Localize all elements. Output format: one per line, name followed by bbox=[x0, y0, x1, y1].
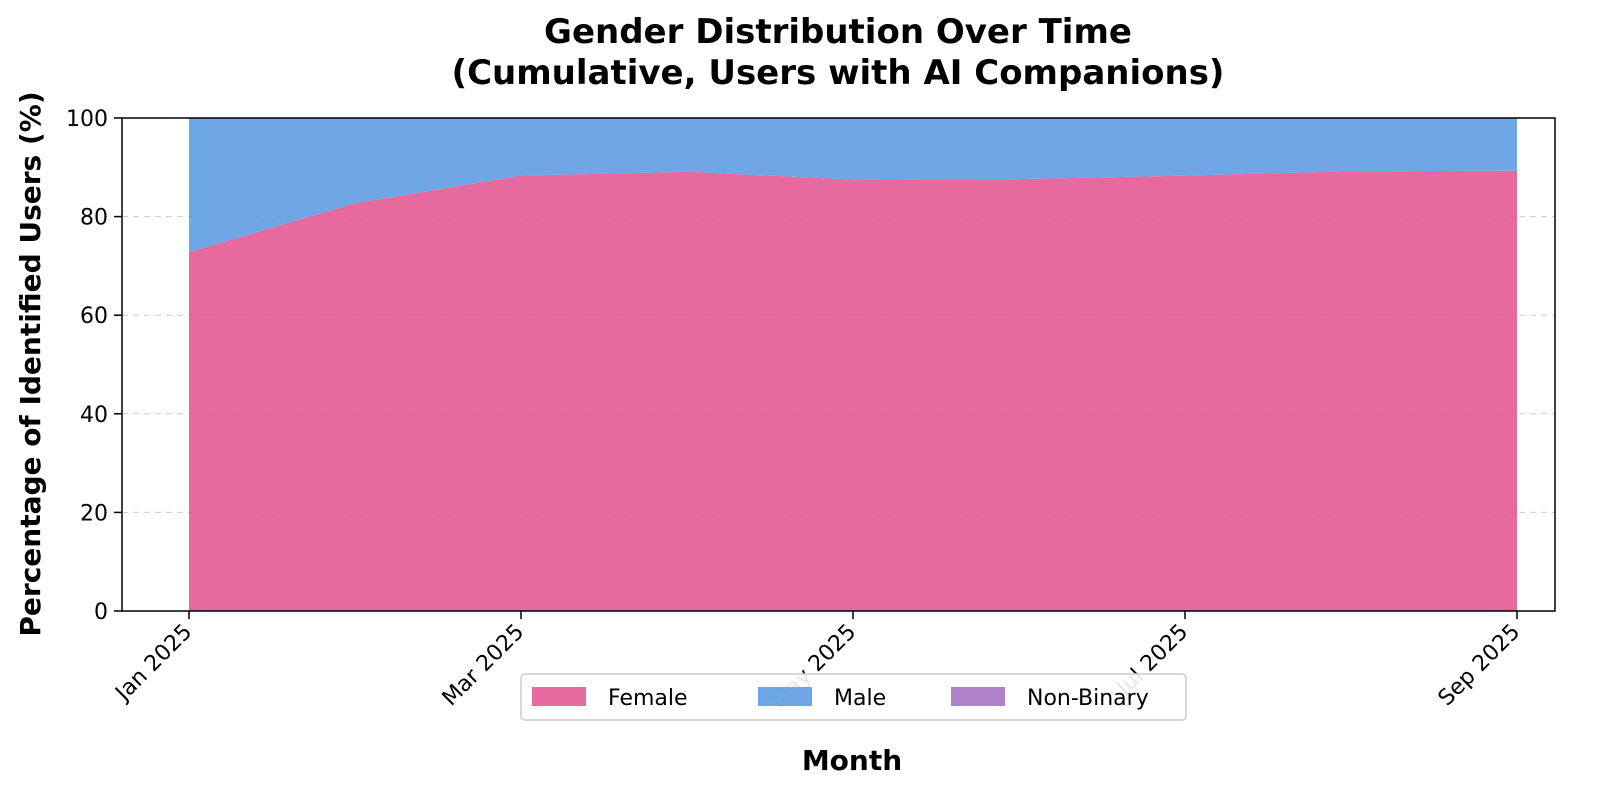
x-axis-label: Month bbox=[802, 744, 902, 777]
x-tick-label: Jan 2025 bbox=[110, 620, 198, 708]
legend-swatch bbox=[532, 687, 586, 706]
area-series bbox=[189, 118, 1517, 611]
y-tick-label: 100 bbox=[66, 107, 108, 132]
area-female bbox=[189, 170, 1517, 611]
legend-label: Male bbox=[834, 686, 886, 711]
legend-box bbox=[520, 673, 1187, 721]
y-axis-label: Percentage of Identified Users (%) bbox=[14, 91, 47, 636]
y-tick-label: 40 bbox=[80, 403, 108, 428]
y-tick-label: 20 bbox=[80, 501, 108, 526]
x-tick-label: Mar 2025 bbox=[438, 620, 530, 712]
legend: Female Male Non-Binary bbox=[520, 673, 1187, 721]
legend-label: Non-Binary bbox=[1027, 686, 1149, 711]
x-tick-label: Sep 2025 bbox=[1434, 620, 1526, 712]
y-tick-label: 0 bbox=[94, 600, 108, 625]
legend-label: Female bbox=[608, 686, 688, 711]
area-male bbox=[189, 118, 1517, 253]
y-tick-label: 60 bbox=[80, 304, 108, 329]
chart-title-line2: (Cumulative, Users with AI Companions) bbox=[452, 53, 1225, 93]
chart-title-line1: Gender Distribution Over Time bbox=[544, 12, 1132, 52]
legend-swatch bbox=[758, 687, 812, 706]
legend-swatch bbox=[951, 687, 1005, 706]
y-tick-label: 80 bbox=[80, 206, 108, 231]
plot-frame bbox=[121, 117, 1556, 612]
y-axis-ticks: 0 20 40 60 80 100 bbox=[66, 107, 122, 625]
